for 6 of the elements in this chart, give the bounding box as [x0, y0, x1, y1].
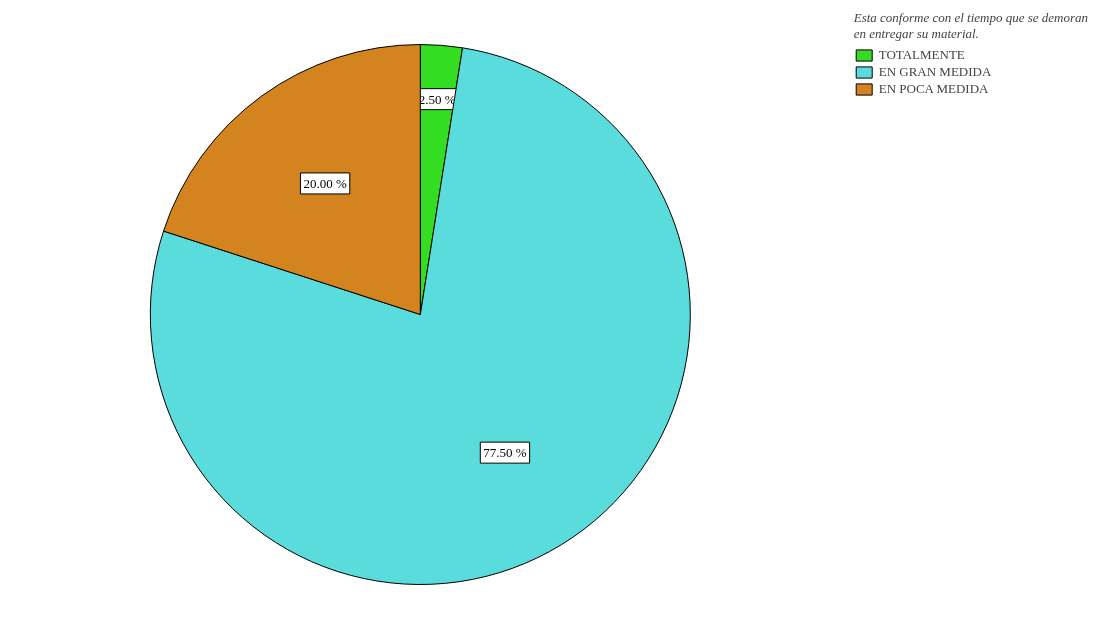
legend-title: Esta conforme con el tiempo que se demoran en entregar su material.: [853, 10, 1088, 42]
data-label: 77.50 %: [483, 445, 527, 461]
legend-label: EN POCA MEDIDA: [878, 81, 989, 97]
data-label: 20.00 %: [303, 175, 347, 191]
legend-label: EN GRAN MEDIDA: [878, 64, 992, 80]
legend-label: TOTALMENTE: [878, 47, 965, 63]
